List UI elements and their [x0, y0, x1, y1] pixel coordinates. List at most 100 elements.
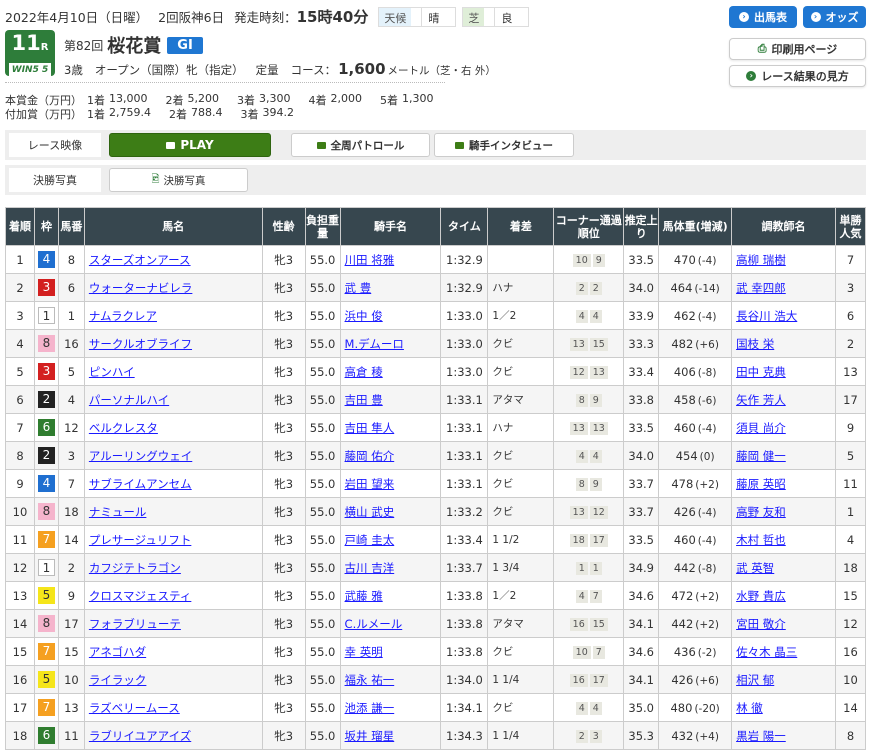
- weight-carried-cell: 55.0: [304, 469, 341, 498]
- trainer-link[interactable]: 国枝 栄: [736, 336, 775, 351]
- jockey-link[interactable]: 戸崎 圭太: [344, 532, 395, 547]
- jockey-link[interactable]: 岩田 望来: [344, 476, 395, 491]
- horse-name-link[interactable]: ライラック: [88, 672, 147, 687]
- horse-name-cell: ラブリイユアアイズ: [83, 721, 263, 750]
- patrol-video-button[interactable]: 全周パトロール: [291, 133, 430, 157]
- jockey-link[interactable]: 川田 将雅: [344, 252, 395, 267]
- horse-name-link[interactable]: サブライムアンセム: [88, 476, 192, 491]
- jockey-link[interactable]: 吉田 豊: [344, 392, 383, 407]
- weight-carried: 55.0: [309, 644, 336, 659]
- jockey-link[interactable]: 池添 謙一: [344, 700, 395, 715]
- popularity: 3: [846, 280, 855, 295]
- trainer-link[interactable]: 高柳 瑞樹: [736, 252, 786, 267]
- trainer-link[interactable]: 長谷川 浩大: [736, 308, 798, 323]
- horse-name-link[interactable]: カフジテトラゴン: [88, 560, 181, 575]
- horse-name-link[interactable]: ラブリイユアアイズ: [88, 728, 192, 743]
- weight-carried-cell: 55.0: [304, 301, 341, 330]
- jockey-link[interactable]: 浜中 俊: [344, 308, 383, 323]
- popularity: 12: [843, 616, 858, 631]
- weight-carried-cell: 55.0: [304, 693, 341, 722]
- horse-number-cell: 3: [57, 441, 85, 470]
- trainer-link[interactable]: 高野 友和: [736, 504, 786, 519]
- trainer-link[interactable]: 武 英智: [736, 560, 775, 575]
- entries-button[interactable]: › 出馬表: [729, 6, 797, 28]
- rank-cell: 15: [5, 637, 35, 666]
- weight-carried: 55.0: [309, 616, 336, 631]
- jockey-cell: 横山 武史: [339, 497, 442, 526]
- horse-name-link[interactable]: フォラブリューテ: [88, 616, 181, 631]
- body-weight: 464: [670, 280, 693, 295]
- horse-name-link[interactable]: クロスマジェスティ: [88, 588, 192, 603]
- horse-name-link[interactable]: アネゴハダ: [88, 644, 147, 659]
- horse-name-link[interactable]: ウォーターナビレラ: [88, 280, 193, 295]
- horse-name-link[interactable]: サークルオブライフ: [88, 336, 193, 351]
- race-result-table: 着順枠馬番 馬名 性齢 負担重量 騎手名 タイム 着差 コーナー通過順位 推定上り 馬体重(増減)…: [5, 207, 867, 750]
- play-button[interactable]: PLAY: [109, 133, 271, 157]
- jockey-link[interactable]: 幸 英明: [344, 644, 383, 659]
- margin-cell: 1 1/2: [487, 525, 555, 554]
- print-page-button[interactable]: ⎙ 印刷用ページ: [729, 38, 866, 60]
- weight-carried: 55.0: [309, 364, 336, 379]
- horse-name-link[interactable]: ナミュール: [88, 504, 147, 519]
- horse-name-link[interactable]: ラズベリームース: [88, 700, 180, 715]
- trainer-link[interactable]: 藤原 英昭: [736, 476, 786, 491]
- jockey-link[interactable]: 武藤 雅: [344, 588, 383, 603]
- horse-name-link[interactable]: スターズオンアース: [88, 252, 191, 267]
- time-cell: 1:34.0: [440, 665, 489, 694]
- sex-age: 牝3: [274, 448, 294, 463]
- sex-age-cell: 牝3: [261, 385, 306, 414]
- jockey-link[interactable]: 藤岡 佑介: [344, 448, 395, 463]
- last-3f-cell: 33.5: [623, 525, 660, 554]
- finish-time: 1:33.8: [446, 616, 483, 631]
- waku-badge: 3: [37, 279, 55, 296]
- trainer-link[interactable]: 黒岩 陽一: [736, 728, 786, 743]
- jockey-link[interactable]: M.デムーロ: [344, 336, 404, 351]
- trainer-link[interactable]: 須貝 尚介: [736, 420, 786, 435]
- horse-name-link[interactable]: ナムラクレア: [88, 308, 157, 323]
- jockey-link[interactable]: 福永 祐一: [344, 672, 395, 687]
- trainer-link[interactable]: 田中 克典: [736, 364, 786, 379]
- popularity: 18: [843, 560, 858, 575]
- trainer-link[interactable]: 武 幸四郎: [736, 280, 786, 295]
- trainer-link[interactable]: 佐々木 晶三: [736, 644, 798, 659]
- margin-cell: クビ: [487, 469, 555, 498]
- trainer-link[interactable]: 藤岡 健一: [736, 448, 786, 463]
- horse-name-link[interactable]: ピンハイ: [88, 364, 135, 379]
- body-weight: 480: [670, 700, 693, 715]
- jockey-link[interactable]: 武 豊: [344, 280, 372, 295]
- horse-name-link[interactable]: アルーリングウェイ: [88, 448, 193, 463]
- jockey-link[interactable]: 古川 吉洋: [344, 560, 395, 575]
- margin: 1／2: [492, 590, 517, 602]
- popularity-cell: 10: [834, 665, 867, 694]
- odds-button[interactable]: › オッズ: [803, 6, 866, 28]
- jockey-interview-button[interactable]: 騎手インタビュー: [434, 133, 574, 157]
- jockey-link[interactable]: C.ルメール: [344, 616, 403, 631]
- time-cell: 1:33.7: [440, 553, 489, 582]
- waku-cell: 3: [33, 357, 59, 386]
- jockey-link[interactable]: 横山 武史: [344, 504, 395, 519]
- race-class: オープン（国際）牝（指定）: [94, 63, 244, 77]
- last-3f-cell: 34.1: [623, 609, 660, 638]
- trainer-link[interactable]: 木村 哲也: [736, 532, 786, 547]
- trainer-link[interactable]: 宮田 敬介: [736, 616, 786, 631]
- jockey-cell: C.ルメール: [339, 609, 442, 638]
- trainer-link[interactable]: 林 徹: [736, 700, 763, 715]
- horse-number-cell: 18: [57, 497, 85, 526]
- finish-rank: 13: [12, 588, 28, 603]
- horse-number: 17: [64, 616, 79, 631]
- jockey-link[interactable]: 高倉 稜: [344, 364, 383, 379]
- horse-name-link[interactable]: パーソナルハイ: [88, 392, 170, 407]
- trainer-link[interactable]: 矢作 芳人: [736, 392, 786, 407]
- trainer-link[interactable]: 水野 貴広: [736, 588, 786, 603]
- sex-age: 牝3: [274, 672, 294, 687]
- finish-photo-button[interactable]: 🖻 決勝写真: [109, 168, 248, 192]
- horse-name-link[interactable]: ベルクレスタ: [88, 420, 158, 435]
- sex-age-cell: 牝3: [261, 497, 306, 526]
- waku-badge: 5: [37, 671, 55, 688]
- jockey-link[interactable]: 吉田 隼人: [344, 420, 395, 435]
- jockey-link[interactable]: 坂井 瑠星: [344, 728, 395, 743]
- horse-name-link[interactable]: プレサージュリフト: [88, 532, 192, 547]
- margin: 1／2: [492, 310, 517, 322]
- trainer-link[interactable]: 相沢 郁: [736, 672, 775, 687]
- result-guide-button[interactable]: › レース結果の見方: [729, 65, 866, 87]
